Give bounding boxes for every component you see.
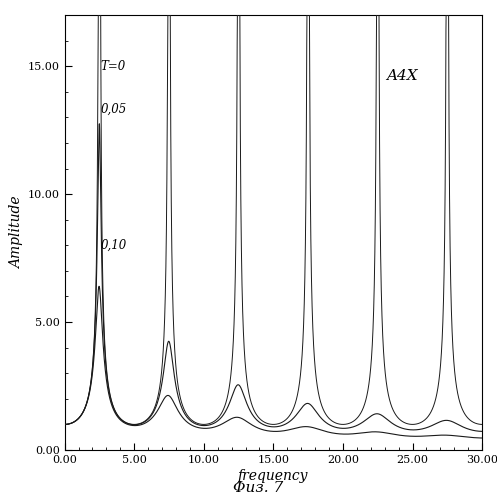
Text: T=0: T=0 xyxy=(101,60,126,72)
Text: 0,05: 0,05 xyxy=(101,103,127,116)
X-axis label: frequency: frequency xyxy=(238,469,309,483)
Y-axis label: Amplitude: Amplitude xyxy=(9,196,23,269)
Text: Φиз. 7: Φиз. 7 xyxy=(233,482,284,496)
Text: 0,10: 0,10 xyxy=(101,239,127,252)
Text: A4X: A4X xyxy=(386,69,417,83)
